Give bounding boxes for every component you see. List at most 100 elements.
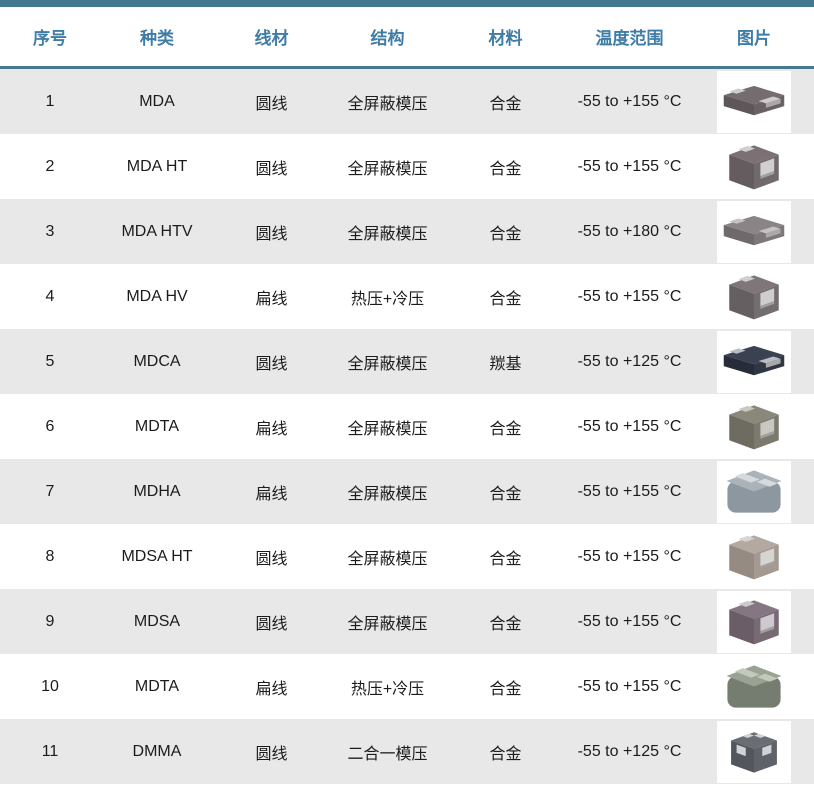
- cell-index: 11: [41, 742, 59, 760]
- cell-material: 合金: [489, 95, 522, 113]
- cell-material: 合金: [489, 615, 522, 633]
- cell-index: 6: [45, 417, 55, 435]
- cell-material: 合金: [489, 550, 522, 568]
- cell-type: MDSA: [133, 612, 181, 630]
- cell-structure: 全屏蔽模压: [347, 615, 428, 633]
- col-header-image: 图片: [694, 7, 814, 69]
- cell-material: 羰基: [489, 355, 522, 373]
- cell-type: MDSA HT: [121, 547, 193, 565]
- table-row: 9 MDSA 圆线 全屏蔽模压 合金 -55 to +155 °C: [0, 589, 814, 654]
- inductor-cube-icon: [717, 135, 791, 198]
- table-row: 1 MDA 圆线 全屏蔽模压 合金 -55 to +155 °C: [0, 67, 814, 135]
- inductor-cube-icon: [717, 525, 791, 588]
- cell-structure: 全屏蔽模压: [347, 160, 428, 178]
- cell-structure: 全屏蔽模压: [347, 485, 428, 503]
- cell-wire: 圆线: [255, 550, 288, 568]
- cell-image: [694, 719, 814, 784]
- cell-image: [694, 459, 814, 524]
- cell-material: 合金: [489, 420, 522, 438]
- col-header-wire: 线材: [214, 7, 329, 69]
- table-row: 6 MDTA 扁线 全屏蔽模压 合金 -55 to +155 °C: [0, 394, 814, 459]
- inductor-rounded-icon: [717, 655, 791, 718]
- cell-material: 合金: [489, 745, 522, 763]
- cell-index: 3: [45, 222, 55, 240]
- cell-index: 2: [45, 157, 55, 175]
- cell-type: MDHA: [133, 482, 181, 500]
- cell-index: 8: [45, 547, 55, 565]
- cell-index: 9: [45, 612, 55, 630]
- cell-type: MDCA: [133, 352, 181, 370]
- table-row: 10 MDTA 扁线 热压+冷压 合金 -55 to +155 °C: [0, 654, 814, 719]
- cell-material: 合金: [489, 290, 522, 308]
- cell-image: [694, 589, 814, 654]
- cell-index: 1: [45, 92, 55, 110]
- inductor-cube-icon: [717, 265, 791, 328]
- cell-wire: 扁线: [255, 420, 288, 438]
- inductor-quadpad-icon: [717, 720, 791, 783]
- table-row: 3 MDA HTV 圆线 全屏蔽模压 合金 -55 to +180 °C: [0, 199, 814, 264]
- cell-structure: 全屏蔽模压: [347, 225, 428, 243]
- cell-type: MDTA: [134, 417, 180, 435]
- cell-material: 合金: [489, 160, 522, 178]
- cell-wire: 圆线: [255, 225, 288, 243]
- cell-structure: 二合一模压: [347, 745, 428, 763]
- table-row: 8 MDSA HT 圆线 全屏蔽模压 合金 -55 to +155 °C: [0, 524, 814, 589]
- cell-type: MDA HT: [126, 157, 188, 175]
- accent-top-bar: [0, 0, 814, 7]
- cell-type: MDA HTV: [121, 222, 193, 240]
- table-row: 2 MDA HT 圆线 全屏蔽模压 合金 -55 to +155 °C: [0, 134, 814, 199]
- cell-temp-range: -55 to +125 °C: [577, 742, 682, 760]
- cell-image: [694, 264, 814, 329]
- cell-material: 合金: [489, 485, 522, 503]
- cell-type: MDTA: [134, 677, 180, 695]
- cell-wire: 扁线: [255, 290, 288, 308]
- table-row: 4 MDA HV 扁线 热压+冷压 合金 -55 to +155 °C: [0, 264, 814, 329]
- header-row: 序号 种类 线材 结构 材料 温度范围 图片: [0, 7, 814, 69]
- cell-material: 合金: [489, 680, 522, 698]
- cell-temp-range: -55 to +155 °C: [577, 612, 682, 630]
- col-header-material: 材料: [446, 7, 565, 69]
- table-row: 5 MDCA 圆线 全屏蔽模压 羰基 -55 to +125 °C: [0, 329, 814, 394]
- cell-wire: 圆线: [255, 160, 288, 178]
- cell-image: [694, 199, 814, 264]
- cell-image: [694, 394, 814, 459]
- cell-image: [694, 68, 814, 135]
- inductor-flat-icon: [717, 70, 791, 133]
- col-header-structure: 结构: [329, 7, 446, 69]
- table-row: 7 MDHA 扁线 全屏蔽模压 合金 -55 to +155 °C: [0, 459, 814, 524]
- table-row: 11 DMMA 圆线 二合一模压 合金 -55 to +125 °C: [0, 719, 814, 784]
- cell-index: 4: [45, 287, 55, 305]
- cell-wire: 圆线: [255, 95, 288, 113]
- inductor-series-table: 序号 种类 线材 结构 材料 温度范围 图片 1 MDA 圆线 全屏蔽模压 合金 -55 …: [0, 7, 814, 784]
- cell-index: 7: [45, 482, 55, 500]
- cell-structure: 全屏蔽模压: [347, 95, 428, 113]
- cell-type: MDA: [139, 92, 175, 110]
- cell-image: [694, 654, 814, 719]
- cell-temp-range: -55 to +125 °C: [577, 352, 682, 370]
- cell-temp-range: -55 to +155 °C: [577, 287, 682, 305]
- table-body: 1 MDA 圆线 全屏蔽模压 合金 -55 to +155 °C 2 MDA HT 圆线 全屏蔽…: [0, 67, 814, 784]
- cell-temp-range: -55 to +155 °C: [577, 417, 682, 435]
- cell-image: [694, 329, 814, 394]
- cell-type: DMMA: [132, 742, 182, 760]
- cell-structure: 热压+冷压: [350, 290, 425, 308]
- inductor-flat-icon: [717, 200, 791, 263]
- inductor-cube-icon: [717, 395, 791, 458]
- cell-image: [694, 134, 814, 199]
- inductor-flat-icon: [717, 330, 791, 393]
- cell-temp-range: -55 to +155 °C: [577, 547, 682, 565]
- cell-structure: 热压+冷压: [350, 680, 425, 698]
- cell-temp-range: -55 to +155 °C: [577, 92, 682, 110]
- cell-structure: 全屏蔽模压: [347, 550, 428, 568]
- cell-temp-range: -55 to +155 °C: [577, 482, 682, 500]
- inductor-cube-icon: [717, 590, 791, 653]
- cell-structure: 全屏蔽模压: [347, 420, 428, 438]
- col-header-type: 种类: [100, 7, 214, 69]
- col-header-index: 序号: [0, 7, 100, 69]
- inductor-rounded-icon: [717, 460, 791, 523]
- cell-index: 5: [45, 352, 55, 370]
- col-header-temp-range: 温度范围: [565, 7, 694, 69]
- cell-wire: 扁线: [255, 485, 288, 503]
- cell-image: [694, 524, 814, 589]
